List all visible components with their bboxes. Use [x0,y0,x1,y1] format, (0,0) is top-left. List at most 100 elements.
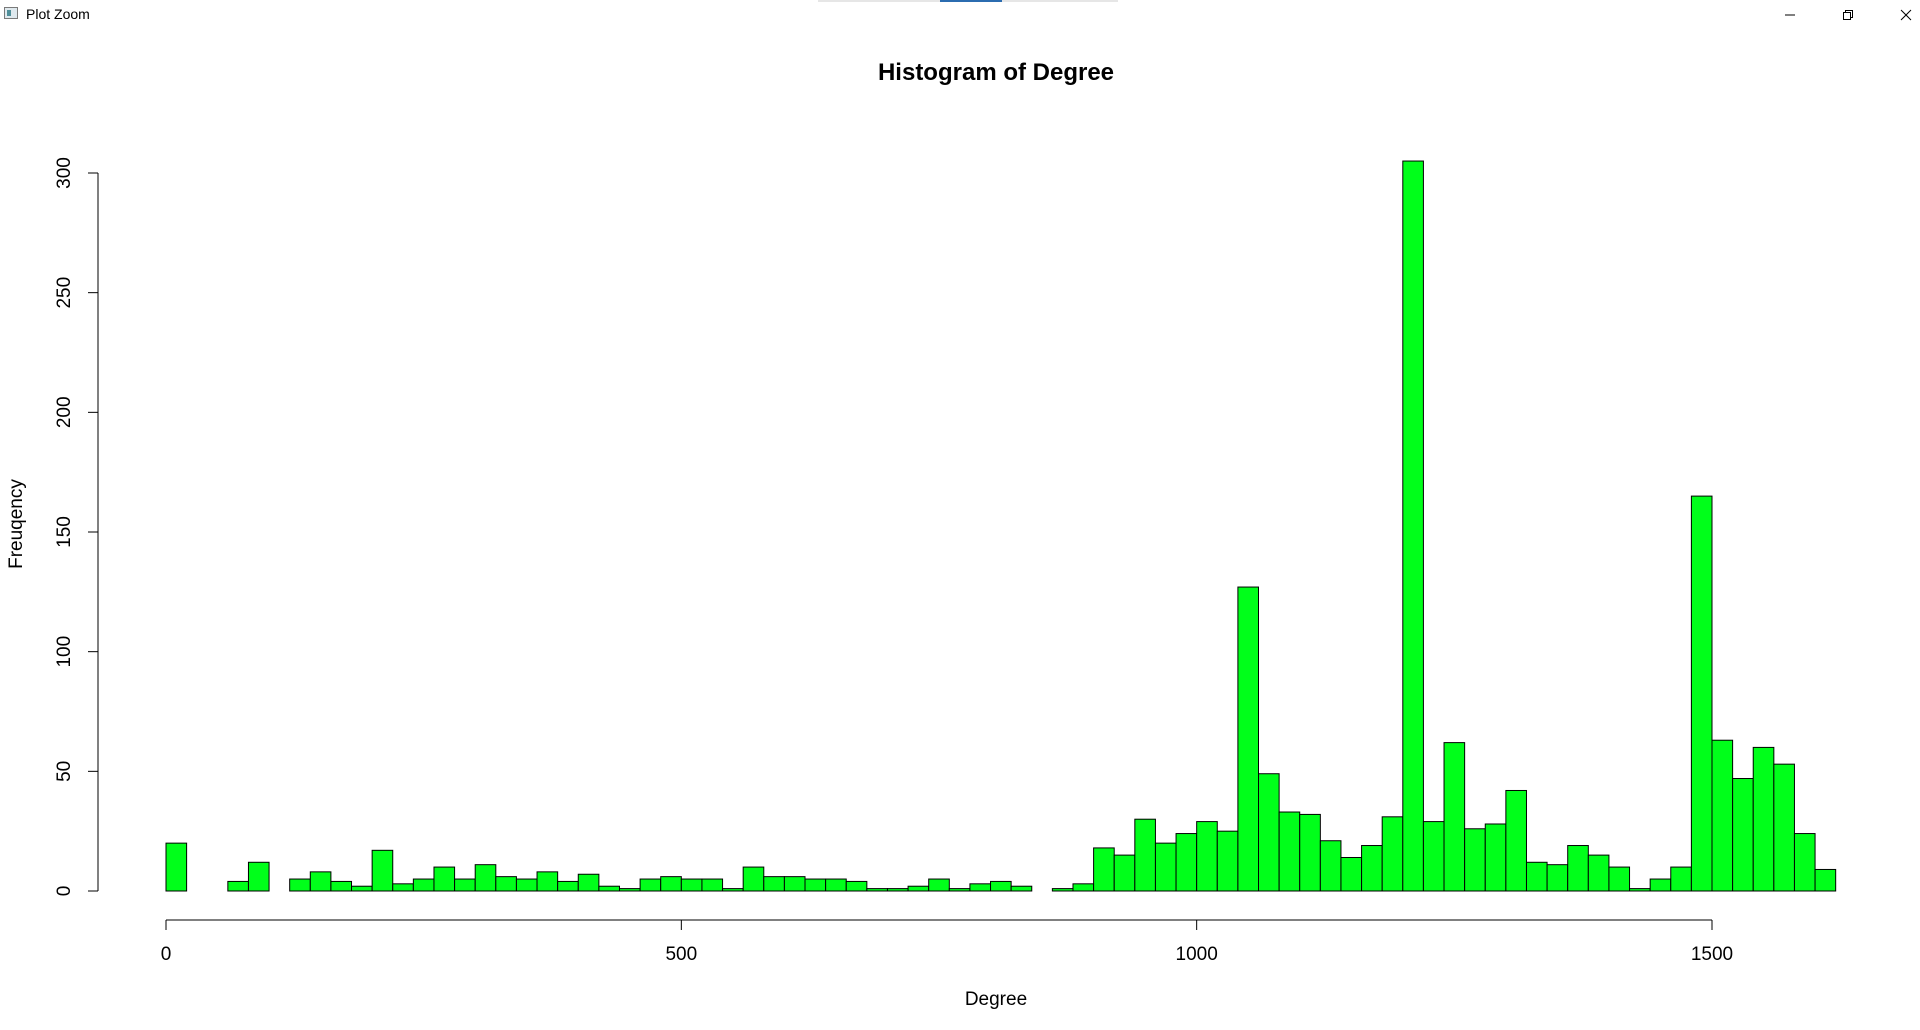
histogram-bar [557,880,579,892]
histogram-bar [1525,861,1548,892]
histogram-bar [907,885,930,892]
plot-zoom-app-icon [4,7,18,19]
histogram-bar [1175,833,1198,892]
histogram-bar [1361,845,1383,892]
histogram-bar [1319,840,1342,892]
histogram-bar [618,888,641,892]
histogram-bar [1237,586,1260,892]
histogram-bar [474,864,497,892]
histogram-bar [1010,885,1033,892]
histogram-bar [1793,833,1816,892]
y-tick-label: 0 [54,886,75,897]
histogram-bar [1278,811,1301,892]
y-tick-label: 50 [54,761,75,782]
histogram-bar [577,873,600,892]
histogram-bar [247,861,270,892]
histogram-bar [433,866,456,892]
y-tick-label: 300 [54,157,75,189]
histogram-bar [1051,888,1074,892]
histogram-bar [392,883,414,892]
histogram-bar [1608,866,1631,892]
histogram-bar [845,880,868,892]
y-tick-label: 100 [54,636,75,668]
x-tick-label: 1000 [1176,944,1218,965]
histogram-bar [1216,830,1239,892]
histogram-bar [1690,495,1713,892]
histogram-bar [1154,842,1177,892]
histogram-bar [1814,868,1837,892]
x-axis: 0 500 1000 1500 [161,919,1733,965]
histogram-bar [1093,847,1115,892]
histogram-bar [1505,789,1527,892]
x-tick-label: 0 [161,944,172,965]
histogram-bar [1113,854,1136,892]
histogram-bar [1670,866,1692,892]
histogram-plot: Histogram of Degree Degree Freuqency 0 50… [6,59,1837,1010]
histogram-bar [1464,828,1486,892]
window-title: Plot Zoom [26,6,90,22]
histogram-bar [1422,821,1445,892]
histogram-bar [825,878,847,892]
histogram-bar [804,878,827,892]
x-axis-label: Degree [965,989,1027,1010]
y-axis-label: Freuqency [6,479,27,569]
histogram-bar [1340,856,1363,892]
histogram-bar [1258,773,1280,892]
bars-group [165,160,1837,892]
chart-title: Histogram of Degree [878,59,1114,86]
x-tick-label: 1500 [1691,944,1733,965]
histogram-bar [1134,818,1156,892]
histogram-bar [536,871,559,892]
histogram-bar [289,878,311,892]
minimize-button[interactable] [1762,0,1818,30]
histogram-bar [990,880,1012,892]
histogram-bar [1752,746,1775,892]
histogram-bar [1072,883,1095,892]
histogram-bar [1484,823,1507,892]
histogram-bar [1299,813,1321,892]
histogram-bar [495,876,517,892]
y-tick-label: 200 [54,396,75,428]
y-tick-label: 250 [54,277,75,309]
histogram-bar [515,878,538,892]
histogram-bar [227,880,249,892]
histogram-bar [1402,160,1424,892]
title-bar-accent [940,0,1002,2]
histogram-bar [1567,845,1589,892]
histogram-bar [1732,778,1754,892]
histogram-bar [351,885,373,892]
histogram-bar [742,866,765,892]
y-tick-label: 150 [54,516,75,548]
histogram-bar [866,888,888,892]
histogram-bar [1711,739,1734,892]
y-axis: 0 50 100 150 200 250 300 [54,157,99,897]
title-bar: Plot Zoom [0,0,1920,30]
histogram-bar [165,842,188,892]
histogram-bar [1546,864,1569,892]
histogram-bar [371,849,394,892]
histogram-bar [454,878,476,892]
histogram-bar [1587,854,1610,892]
histogram-bar [886,888,909,892]
histogram-bar [680,878,703,892]
restore-icon [1843,10,1853,20]
x-tick-label: 500 [665,944,697,965]
histogram-bar [598,885,620,892]
histogram-bar [1629,888,1651,892]
histogram-bar [330,880,353,892]
close-icon [1900,9,1912,21]
histogram-bar [1649,878,1672,892]
histogram-bar [639,878,662,892]
histogram-bar [763,876,785,892]
histogram-bar [948,888,971,892]
histogram-bar [1196,821,1218,892]
restore-button[interactable] [1820,0,1876,30]
histogram-bar [701,878,724,892]
histogram-bar [412,878,435,892]
histogram-bar [1773,763,1795,892]
histogram-bar [969,883,992,892]
close-button[interactable] [1878,0,1920,30]
histogram-bar [309,871,332,892]
histogram-bar [783,876,806,892]
histogram-bar [1443,742,1466,892]
